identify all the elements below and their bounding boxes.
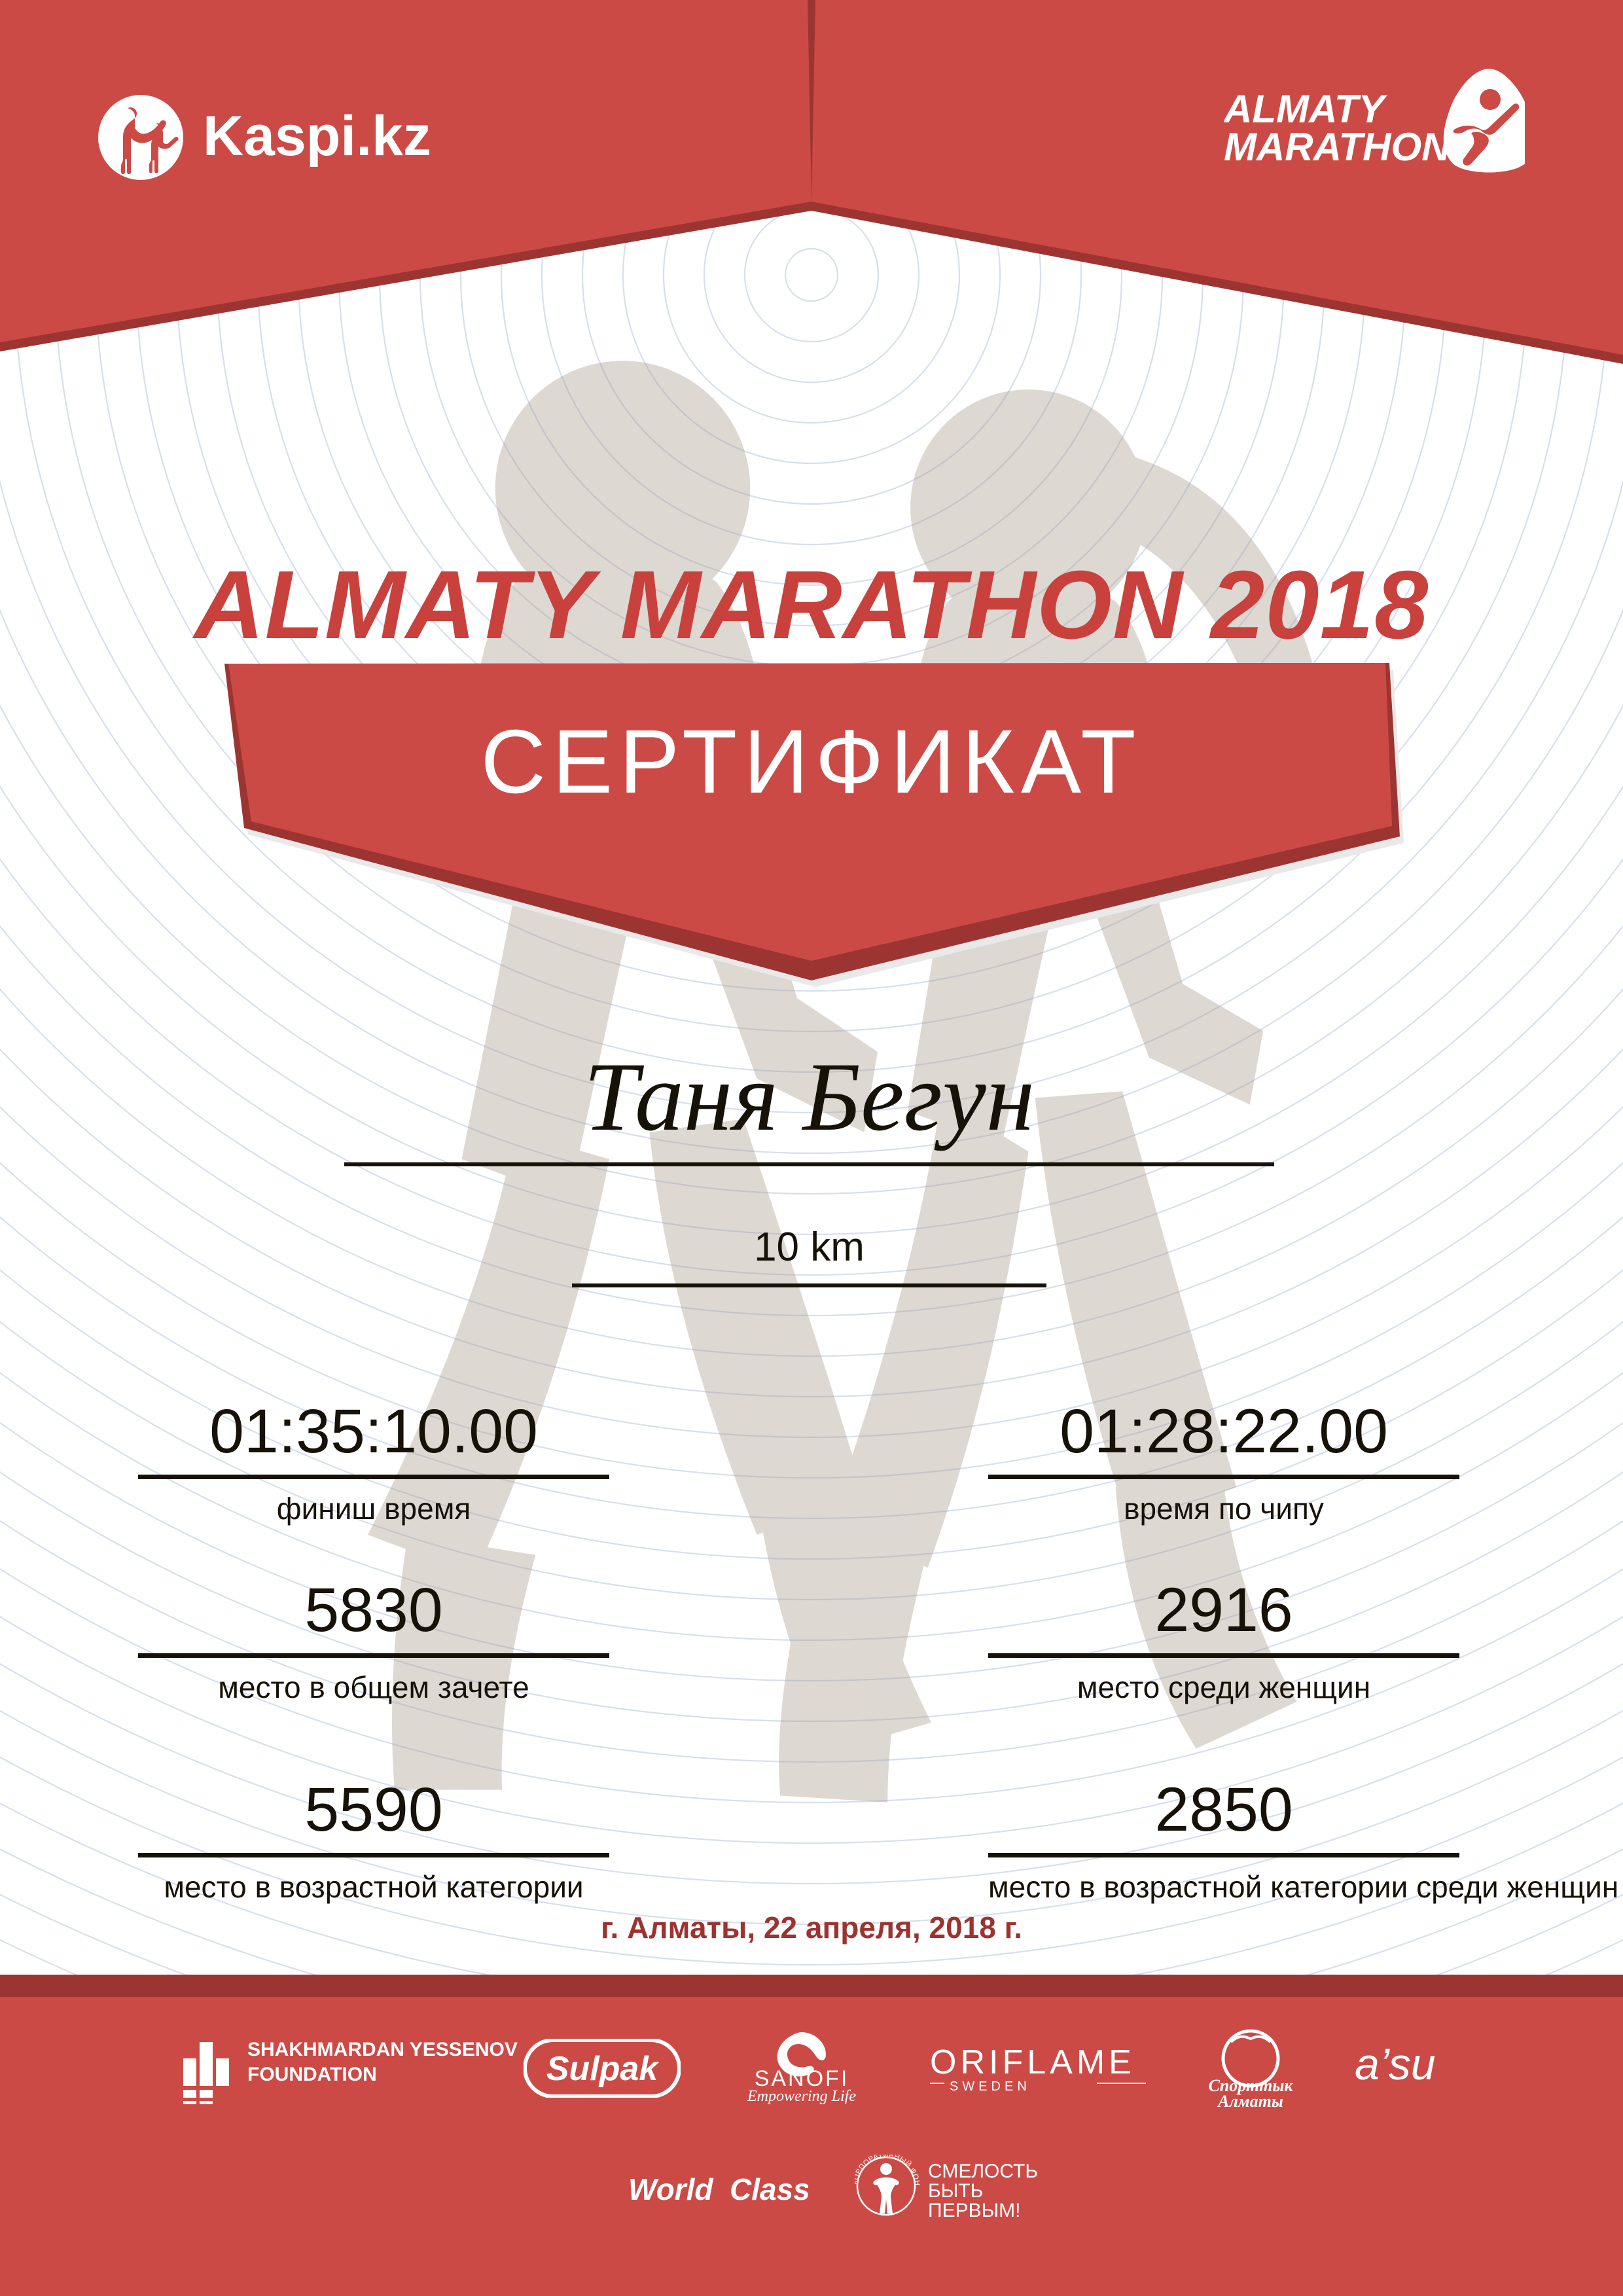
svg-text:ПЕРВЫМ!: ПЕРВЫМ! bbox=[928, 2200, 1020, 2217]
svg-text:Алматы: Алматы bbox=[1217, 2092, 1283, 2111]
svg-text:СМЕЛОСТЬ: СМЕЛОСТЬ bbox=[928, 2161, 1038, 2182]
svg-text:World: World bbox=[628, 2172, 713, 2206]
svg-text:ORIFLAME: ORIFLAME bbox=[930, 2043, 1135, 2081]
svg-text:ALA: ALA bbox=[1239, 2053, 1263, 2066]
svg-text:Sulpak: Sulpak bbox=[546, 2050, 660, 2088]
svg-text:Class: Class bbox=[730, 2172, 808, 2206]
svg-text:БЫТЬ: БЫТЬ bbox=[928, 2180, 983, 2202]
svg-text:SWEDEN: SWEDEN bbox=[950, 2079, 1031, 2094]
svg-text:Empowering Life: Empowering Life bbox=[747, 2088, 856, 2104]
